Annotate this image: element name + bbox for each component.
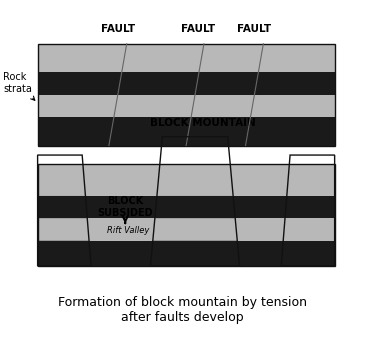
Text: FAULT: FAULT (237, 24, 272, 34)
Bar (38, 164, 335, 266)
Polygon shape (287, 164, 335, 196)
Bar (38, 218, 335, 240)
Bar (38, 95, 335, 117)
Bar (38, 240, 335, 266)
Bar (38, 44, 335, 146)
Text: Formation of block mountain by tension
after faults develop: Formation of block mountain by tension a… (58, 296, 307, 324)
Polygon shape (283, 218, 335, 240)
Polygon shape (285, 196, 335, 218)
Text: FAULT: FAULT (181, 24, 215, 34)
Polygon shape (38, 164, 85, 196)
Polygon shape (38, 196, 87, 218)
Polygon shape (153, 218, 237, 240)
Text: FAULT: FAULT (101, 24, 135, 34)
Text: BLOCK
SUBSIDED: BLOCK SUBSIDED (97, 196, 153, 218)
Polygon shape (155, 196, 235, 218)
Polygon shape (38, 218, 89, 240)
Bar (38, 44, 335, 72)
Polygon shape (38, 240, 91, 266)
Text: Rock
strata: Rock strata (3, 72, 35, 100)
Bar (38, 117, 335, 146)
Polygon shape (150, 240, 239, 266)
Bar (38, 72, 335, 95)
Bar (38, 196, 335, 218)
Text: Rift Valley: Rift Valley (107, 226, 149, 235)
Bar (38, 164, 335, 196)
Text: BLOCK MOUNTAIN: BLOCK MOUNTAIN (150, 118, 255, 128)
Polygon shape (281, 240, 335, 266)
Polygon shape (157, 164, 233, 196)
